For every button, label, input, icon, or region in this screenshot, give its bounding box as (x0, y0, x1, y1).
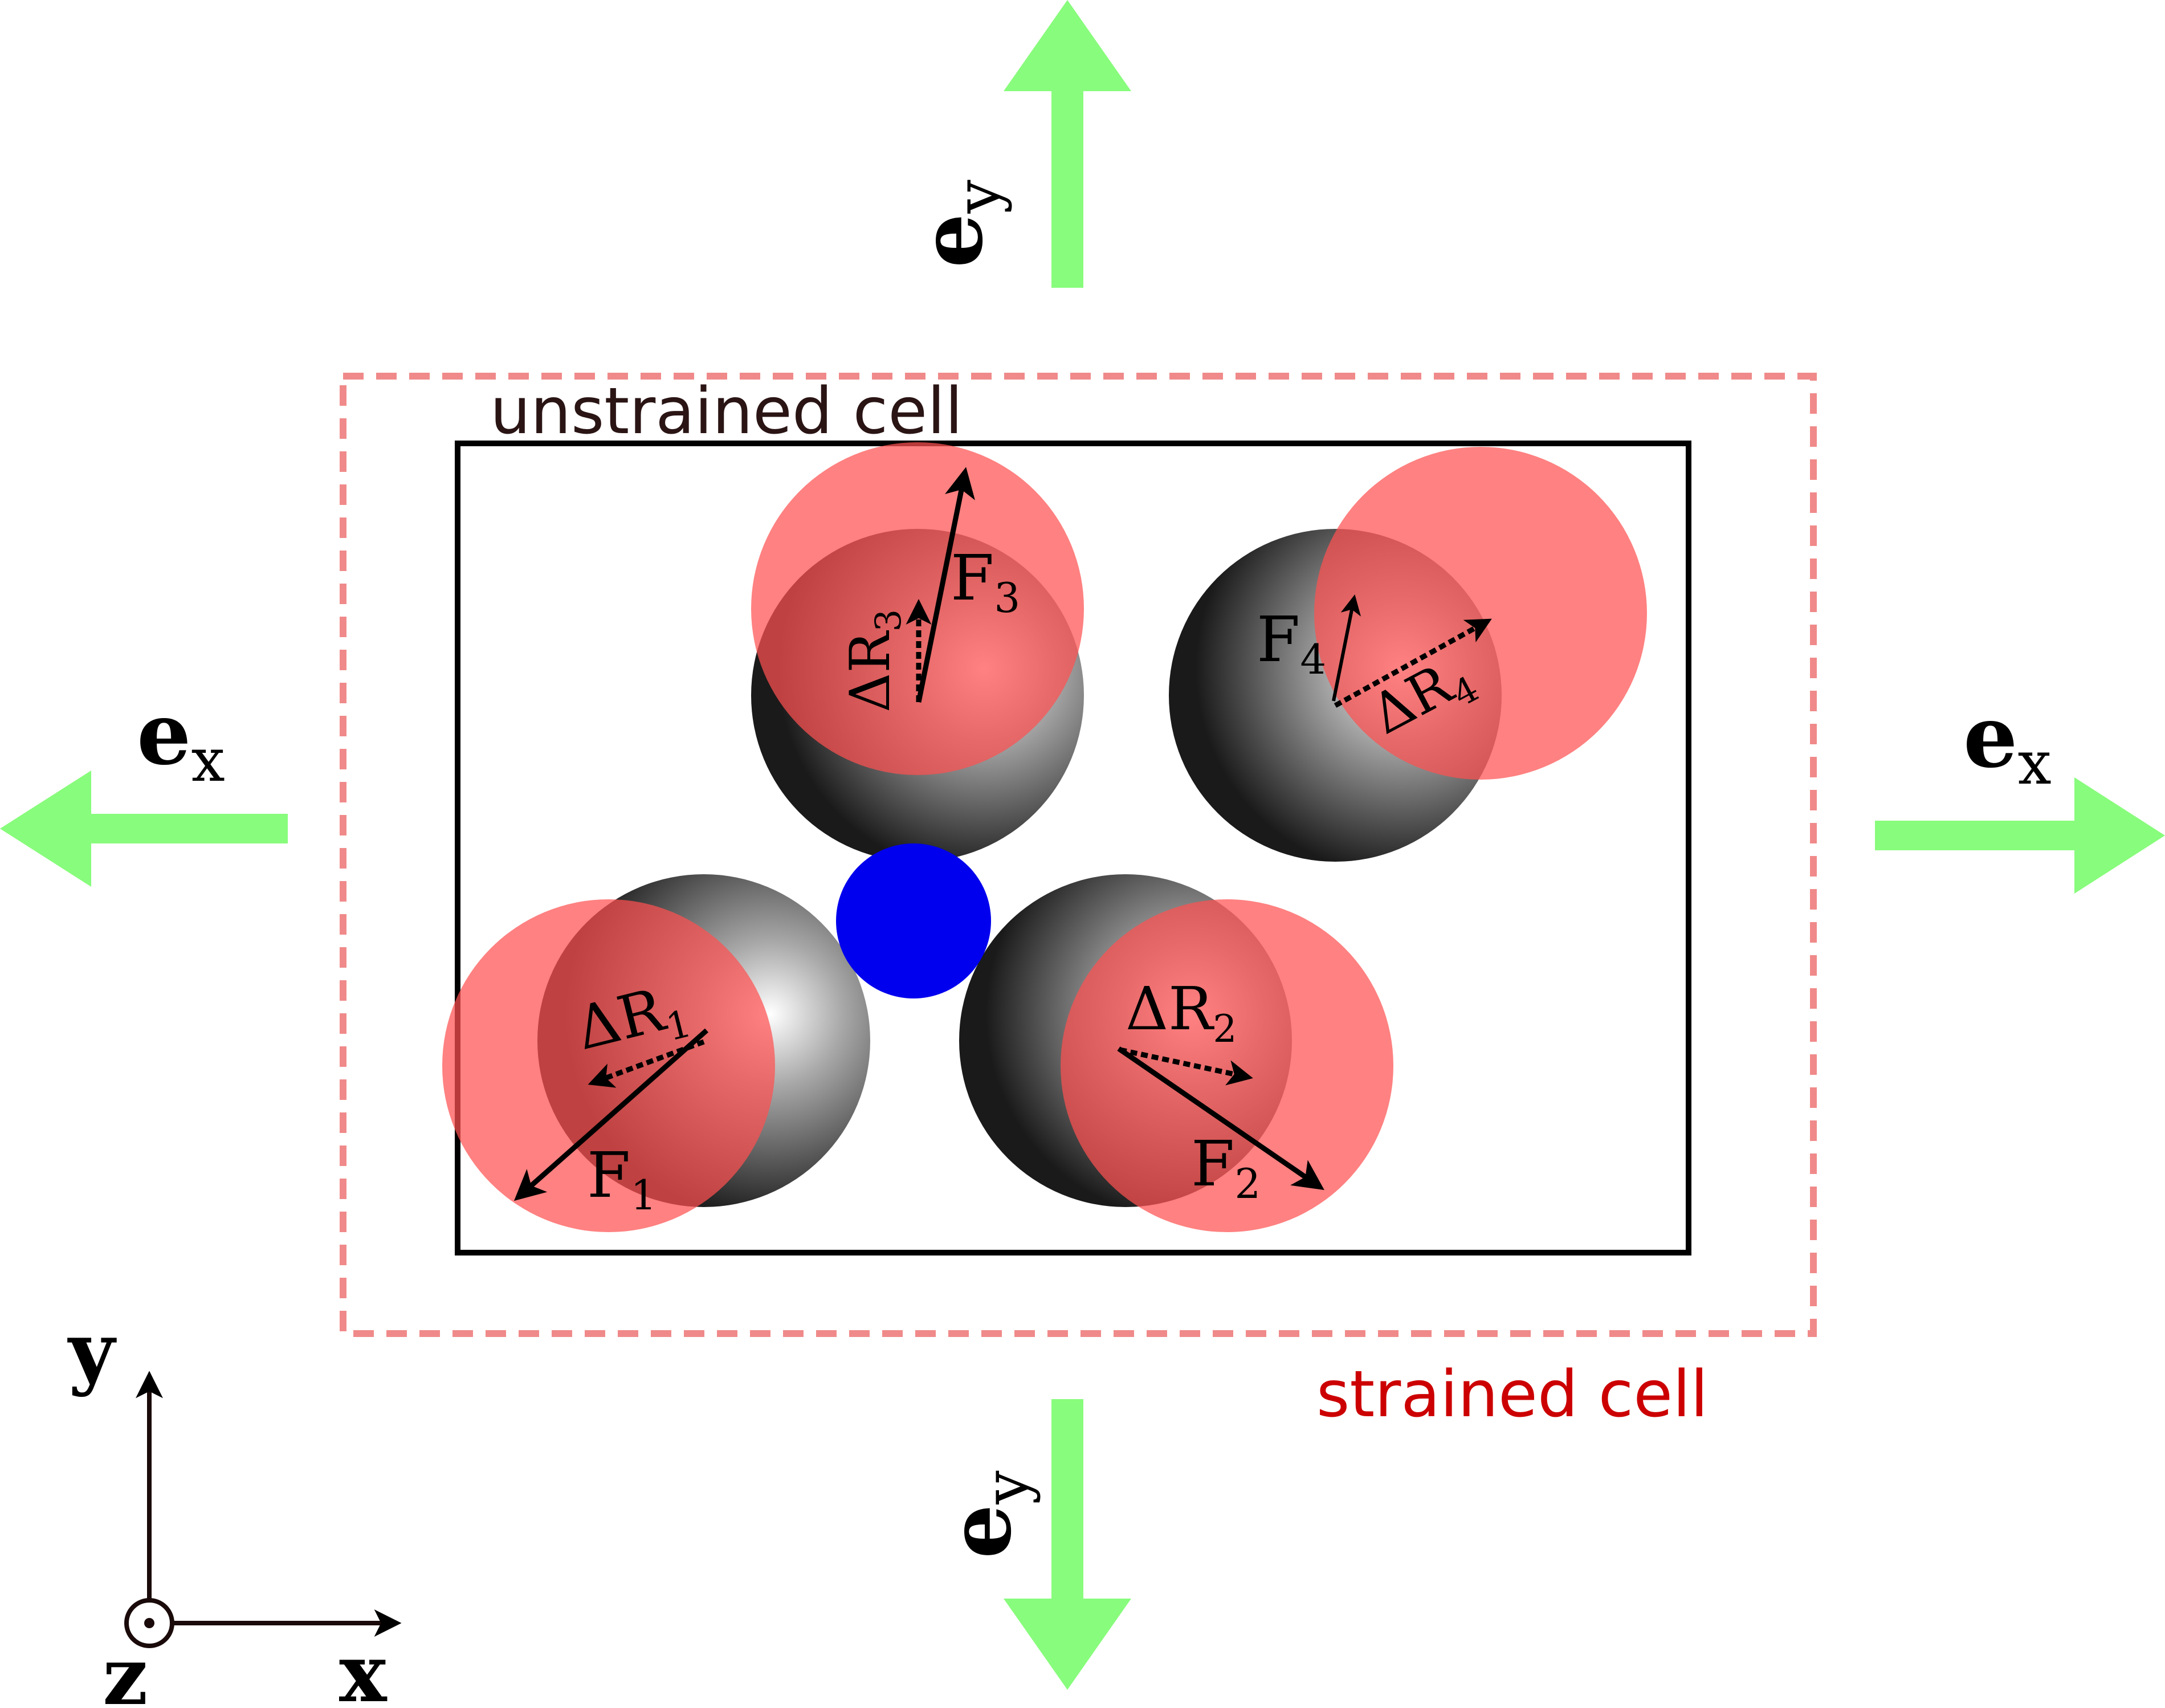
disp-arrow-2 (1119, 1047, 1253, 1086)
strained-cell-outline (340, 373, 1817, 1337)
force-label-4: F4 (1257, 603, 1326, 683)
axis-y-label: y (67, 1305, 117, 1399)
disp-arrow-1 (588, 1039, 705, 1088)
strain-label-top: ey (902, 180, 1013, 268)
strain-arrow-down (1004, 1399, 1131, 1690)
force-label-1: F1 (587, 1139, 657, 1219)
disp-label-3: ΔR3 (838, 609, 909, 712)
axis-x-label: x (339, 1627, 388, 1708)
strain-label-bottom: ey (930, 1470, 1041, 1559)
strain-arrow-right (1875, 777, 2165, 894)
unstrained-cell-outline (455, 441, 1691, 1255)
force-arrow-2 (1117, 1046, 1324, 1191)
strain-arrow-up (1004, 0, 1131, 288)
strained-cell-label: strained cell (1316, 1358, 1708, 1432)
unstrained-cell-label: unstrained cell (490, 374, 963, 449)
disp-label-2: ΔR2 (1126, 974, 1237, 1051)
disp-arrow-4 (1334, 618, 1492, 708)
strain-label-right: ex (1963, 687, 2052, 798)
force-arrow-3 (916, 467, 975, 703)
axis-z-dot-icon (144, 1618, 154, 1628)
coordinate-axes: y x z (67, 1305, 402, 1708)
center-atom (836, 843, 991, 998)
force-label-3: F3 (951, 541, 1020, 622)
axis-z-label: z (103, 1630, 148, 1708)
atom-4-displaced (1314, 447, 1647, 780)
strain-label-left: ex (137, 684, 225, 795)
force-arrow-4 (1332, 594, 1361, 702)
force-label-2: F2 (1191, 1127, 1261, 1208)
strain-arrow-left (0, 771, 288, 887)
force-arrow-1 (513, 1028, 708, 1201)
